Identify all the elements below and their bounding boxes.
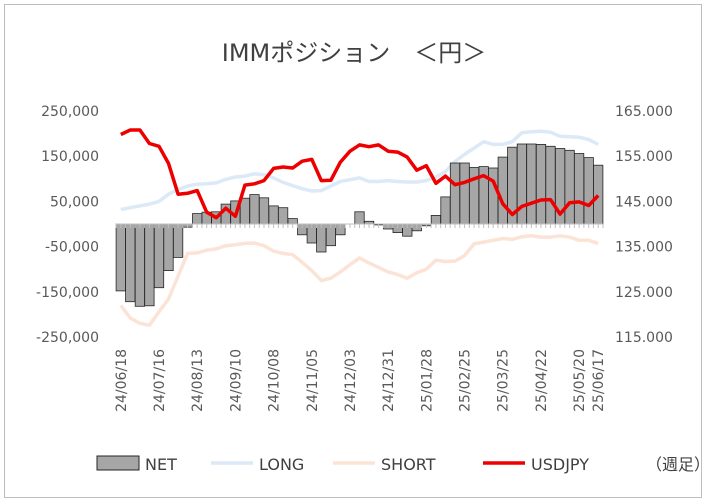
bar-net [287,218,298,225]
x-tick-label: 25/06/17 [591,349,607,412]
legend-label-net: NET [145,455,177,474]
bar-net [497,156,508,225]
chart-title: IMMポジション ＜円＞ [222,39,487,67]
bar-net [440,196,451,225]
bar-net [172,223,184,258]
series-line-long [120,129,600,212]
bar-net [526,143,537,225]
x-tick-label: 25/03/25 [496,349,512,412]
y-right-tick-label: 155.000 [615,149,673,165]
y-right-tick-label: 115.000 [615,330,673,346]
x-tick-label: 24/10/08 [267,349,283,412]
bar-net [258,197,270,225]
x-tick-label: 24/12/31 [381,349,397,412]
bar-net [545,145,556,225]
legend-label-short: SHORT [381,455,436,474]
bar-net [516,143,528,225]
x-tick-label: 24/06/18 [114,349,130,412]
y-right-tick-label: 145.000 [615,194,673,210]
bar-net [134,223,145,307]
chart-frame: IMMポジション ＜円＞ 250,000 150,000 50,000 -50,000 -… [4,4,703,498]
bar-net [449,162,461,225]
x-tick-label: 25/04/22 [534,349,550,412]
series-line-usdjpy [120,128,600,220]
x-tick-label: 24/09/10 [228,349,244,412]
bar-net [192,213,203,225]
bar-net [488,167,499,225]
y-left-tick-label: -150,000 [36,285,99,301]
x-tick-label: 24/11/05 [305,349,321,412]
bar-net [564,149,575,225]
x-tick-label: 24/08/13 [190,349,206,412]
legend-swatch-net [96,455,140,471]
bar-net [153,223,165,289]
legend-label-long: LONG [259,455,304,474]
bar-net [277,207,289,225]
y-right-tick-label: 165.000 [615,104,673,120]
bar-net [535,143,547,225]
x-tick-label: 24/12/03 [343,349,359,412]
x-tick-label: 25/02/25 [458,349,474,412]
y-left-tick-label: -50,000 [45,240,99,256]
series-line-short [119,234,599,327]
y-right-tick-label: 135.000 [615,240,673,256]
bar-net [239,197,250,225]
y-left-tick-label: 250,000 [41,104,99,120]
bar-net [430,214,442,225]
y-left-tick-label: 150,000 [41,149,99,165]
bar-net [583,157,594,225]
bar-net [163,223,174,271]
chart-canvas: IMMポジション ＜円＞ 250,000 150,000 50,000 -50,000 -… [36,39,703,474]
y-left-tick-label: -250,000 [36,330,99,346]
x-tick-label: 25/05/20 [572,349,588,412]
unit-note: （週足） [646,455,703,474]
bar-net [354,211,365,225]
bar-net [593,164,604,225]
bar-net [144,223,155,307]
bar-net [574,153,585,225]
y-right-tick-label: 125.000 [615,285,673,301]
bar-net [115,223,126,292]
x-tick-label: 24/07/16 [152,349,168,412]
y-left-tick-label: 50,000 [50,194,99,210]
bar-net [268,205,279,225]
legend-label-usdjpy: USDJPY [531,455,589,474]
bar-net [459,162,470,225]
bar-net [249,194,260,225]
bar-net [125,223,136,303]
bar-net [316,223,327,253]
x-tick-label: 25/01/28 [419,349,435,412]
